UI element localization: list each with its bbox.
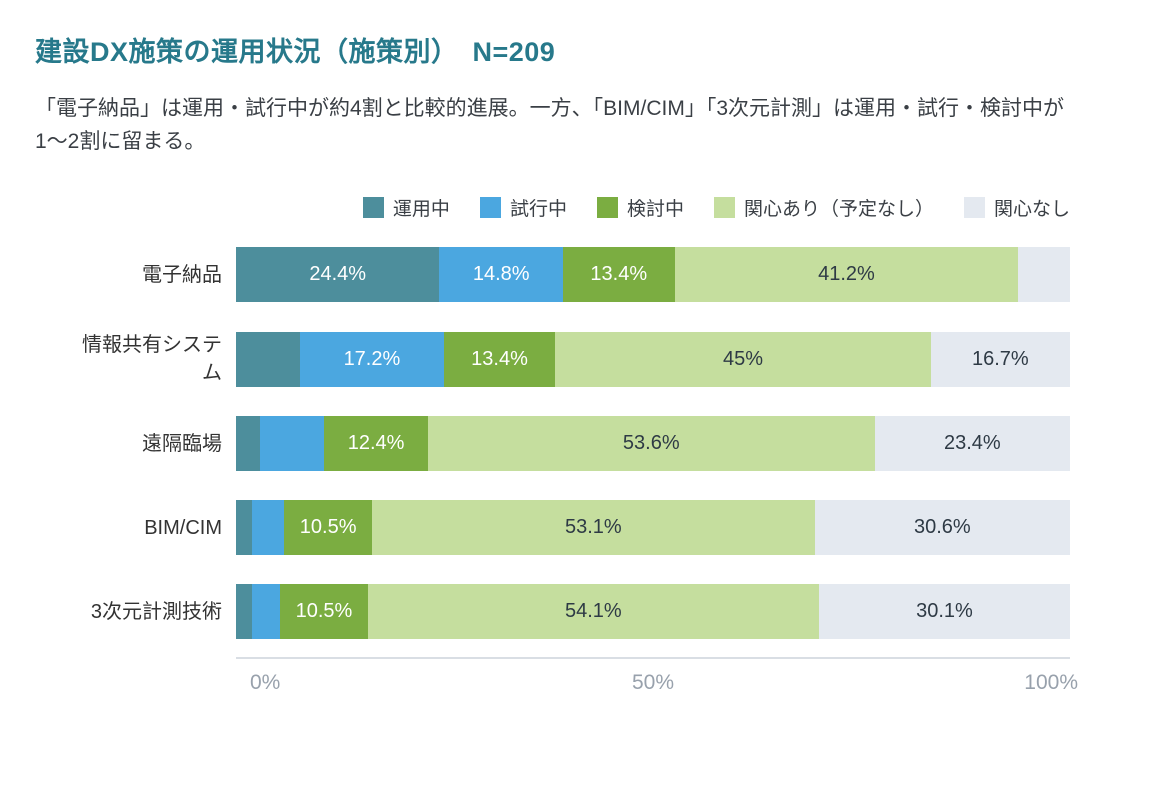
bar-segment-considering: 12.4%	[324, 416, 428, 472]
bar-segment-interested-no-plan: 53.1%	[371, 500, 815, 556]
chart-row: BIM/CIM 10.5% 53.1% 30.6%	[35, 500, 1070, 556]
segment-value: 30.6%	[914, 516, 971, 539]
stacked-bar: 10.5% 54.1% 30.1%	[236, 584, 1070, 640]
segment-value: 14.8%	[472, 263, 530, 286]
chart-figure: 建設DX施策の運用状況（施策別） N=209 「電子納品」は運用・試行中が約4割…	[35, 37, 1078, 705]
bar-segment-not-interested: 23.4%	[874, 416, 1070, 472]
bar-segment-trial	[251, 584, 281, 640]
segment-value: 13.4%	[590, 263, 648, 286]
legend-swatch-considering	[596, 197, 618, 219]
segment-value: 30.1%	[916, 600, 973, 623]
bar-segment-in-operation	[236, 416, 261, 472]
stacked-bar: 17.2% 13.4% 45% 16.7%	[236, 331, 1070, 387]
segment-value: 53.1%	[564, 516, 622, 539]
bar-segment-interested-no-plan: 41.2%	[674, 247, 1019, 303]
chart-row: 情報共有システム 17.2% 13.4% 45% 16.7%	[35, 331, 1070, 387]
segment-value: 13.4%	[471, 347, 528, 370]
stacked-bar: 10.5% 53.1% 30.6%	[236, 500, 1070, 556]
segment-value: 17.2%	[343, 347, 401, 370]
bar-segment-interested-no-plan: 54.1%	[367, 584, 819, 640]
segment-value: 16.7%	[971, 347, 1029, 370]
legend-label: 試行中	[509, 199, 567, 221]
category-label: 電子納品	[142, 263, 222, 286]
legend-item-considering: 検討中	[596, 194, 684, 221]
bar-segment-not-interested: 16.7%	[930, 331, 1070, 387]
segment-value: 53.6%	[622, 432, 680, 455]
category-label: 情報共有システム	[82, 334, 222, 385]
chart-legend: 運用中 試行中 検討中 関心あり（予定なし） 関心なし	[35, 194, 1070, 221]
chart-row: 3次元計測技術 10.5% 54.1% 30.1%	[35, 584, 1070, 640]
x-axis-tick: 100%	[1024, 671, 1078, 695]
x-axis-tick: 0%	[250, 671, 281, 695]
bar-segment-considering: 10.5%	[284, 500, 372, 556]
legend-swatch-not-interested	[963, 197, 985, 219]
legend-item-interested-no-plan: 関心あり（予定なし）	[713, 194, 934, 221]
legend-label: 関心あり（予定なし）	[743, 199, 934, 221]
bar-segment-interested-no-plan: 53.6%	[427, 416, 875, 472]
chart-row: 遠隔臨場 12.4% 53.6% 23.4%	[35, 416, 1070, 472]
category-label: 3次元計測技術	[90, 600, 222, 623]
stacked-bar-chart: 電子納品 24.4% 14.8% 13.4% 41.2% 情報共有システム 17.2% 13.…	[35, 247, 1078, 705]
segment-value: 23.4%	[944, 432, 1001, 455]
segment-value: 24.4%	[309, 263, 367, 286]
bar-segment-not-interested: 30.1%	[818, 584, 1070, 640]
bar-segment-not-interested: 30.6%	[814, 500, 1070, 556]
bar-segment-in-operation	[236, 500, 252, 556]
segment-value: 45%	[723, 347, 764, 370]
category-label: BIM/CIM	[144, 516, 222, 539]
segment-value: 12.4%	[347, 432, 405, 455]
segment-value: 10.5%	[295, 600, 353, 623]
segment-value: 10.5%	[299, 516, 357, 539]
x-axis: 0% 50% 100%	[236, 671, 1078, 705]
bar-segment-considering: 10.5%	[280, 584, 368, 640]
bar-segment-considering: 13.4%	[443, 331, 556, 387]
stacked-bar: 24.4% 14.8% 13.4% 41.2%	[236, 247, 1070, 303]
legend-swatch-in-operation	[362, 197, 384, 219]
bar-segment-in-operation	[236, 331, 301, 387]
x-axis-tick: 50%	[631, 671, 675, 695]
legend-label: 関心なし	[993, 199, 1070, 221]
page-title: 建設DX施策の運用状況（施策別） N=209	[35, 37, 556, 67]
legend-item-in-operation: 運用中	[362, 194, 450, 221]
category-label: 遠隔臨場	[142, 432, 222, 455]
legend-swatch-trial	[479, 197, 501, 219]
legend-swatch-interested-no-plan	[713, 197, 735, 219]
bar-segment-not-interested	[1018, 247, 1070, 303]
segment-value: 41.2%	[818, 263, 875, 286]
bar-segment-interested-no-plan: 45%	[555, 331, 931, 387]
bar-segment-in-operation	[236, 584, 252, 640]
segment-value: 54.1%	[564, 600, 622, 623]
bar-segment-in-operation: 24.4%	[236, 247, 440, 303]
x-axis-line	[236, 657, 1070, 660]
legend-item-not-interested: 関心なし	[963, 194, 1070, 221]
legend-label: 検討中	[626, 199, 684, 221]
bar-segment-trial: 17.2%	[300, 331, 444, 387]
bar-segment-considering: 13.4%	[562, 247, 675, 303]
chart-subtitle: 「電子納品」は運用・試行中が約4割と比較的進展。一方、「BIM/CIM」「3次元…	[35, 97, 1065, 153]
bar-segment-trial	[251, 500, 285, 556]
chart-rows: 電子納品 24.4% 14.8% 13.4% 41.2% 情報共有システム 17.2% 13.…	[35, 247, 1070, 640]
stacked-bar: 12.4% 53.6% 23.4%	[236, 416, 1070, 472]
legend-label: 運用中	[392, 199, 450, 221]
legend-item-trial: 試行中	[479, 194, 567, 221]
bar-segment-trial	[260, 416, 325, 472]
bar-segment-trial: 14.8%	[439, 247, 563, 303]
chart-row: 電子納品 24.4% 14.8% 13.4% 41.2%	[35, 247, 1070, 303]
